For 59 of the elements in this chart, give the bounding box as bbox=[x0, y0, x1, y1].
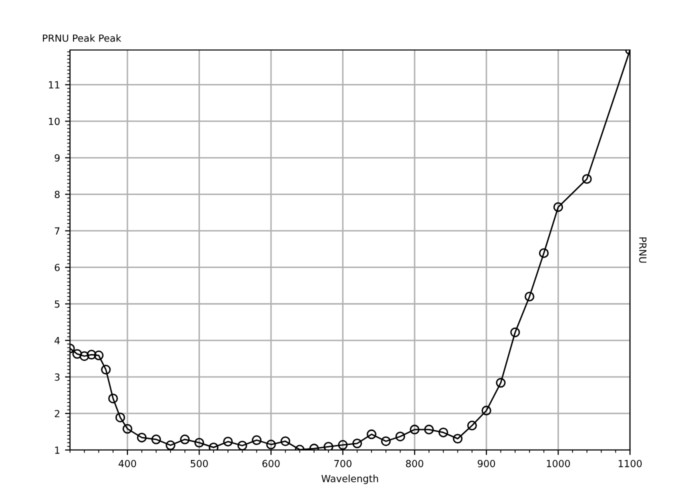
point bbox=[180, 434, 190, 444]
point bbox=[208, 442, 218, 450]
y-tick-label: 7 bbox=[54, 227, 60, 235]
point bbox=[136, 432, 147, 442]
x-tick-label: 400 bbox=[118, 460, 136, 468]
point bbox=[482, 406, 492, 416]
x-tick-label: 900 bbox=[478, 460, 496, 468]
point bbox=[79, 351, 90, 361]
point bbox=[381, 436, 391, 446]
x-tick-label: 1100 bbox=[618, 460, 642, 468]
point bbox=[538, 248, 549, 258]
point bbox=[72, 349, 82, 359]
point bbox=[553, 202, 564, 212]
point bbox=[424, 424, 434, 434]
y-tick-label: 5 bbox=[54, 300, 60, 308]
y-tick-label: 6 bbox=[54, 264, 60, 272]
y-tick-label: 9 bbox=[54, 154, 60, 162]
x-tick-label: 700 bbox=[334, 460, 352, 468]
point bbox=[101, 364, 111, 374]
y-tick-label: 2 bbox=[54, 410, 60, 418]
y-tick-label: 8 bbox=[54, 190, 60, 198]
point bbox=[438, 428, 448, 438]
point bbox=[452, 434, 463, 444]
x-tick-label: 1000 bbox=[546, 460, 570, 468]
point bbox=[122, 424, 132, 434]
point bbox=[366, 429, 376, 440]
point bbox=[86, 350, 96, 360]
point bbox=[252, 435, 262, 445]
point bbox=[151, 434, 162, 444]
point bbox=[266, 440, 276, 450]
y-tick-label: 11 bbox=[48, 81, 60, 88]
point bbox=[410, 424, 420, 434]
point bbox=[280, 436, 290, 446]
chart-title: PRNU Peak Peak bbox=[42, 34, 122, 42]
point bbox=[194, 438, 204, 448]
point bbox=[338, 440, 348, 450]
point bbox=[524, 292, 534, 302]
y-axis-title: PRNU bbox=[639, 237, 646, 263]
point bbox=[395, 432, 406, 442]
y-tick-label: 1 bbox=[55, 446, 60, 454]
point bbox=[115, 412, 126, 422]
x-tick-label: 500 bbox=[190, 460, 208, 468]
point bbox=[324, 442, 334, 450]
point bbox=[467, 420, 477, 430]
x-tick-label: 600 bbox=[262, 460, 280, 468]
y-tick-label: 10 bbox=[48, 118, 60, 126]
point bbox=[510, 328, 520, 338]
point bbox=[94, 350, 104, 360]
point bbox=[352, 438, 362, 448]
point bbox=[237, 440, 248, 450]
point bbox=[166, 440, 176, 450]
y-tick-label: 3 bbox=[54, 373, 60, 381]
point bbox=[582, 174, 592, 184]
x-tick-label: 800 bbox=[406, 460, 424, 468]
point bbox=[496, 378, 506, 388]
point bbox=[108, 394, 118, 404]
y-tick-label: 4 bbox=[54, 337, 60, 344]
x-axis-title: Wavelength bbox=[321, 474, 378, 484]
point bbox=[223, 436, 233, 446]
